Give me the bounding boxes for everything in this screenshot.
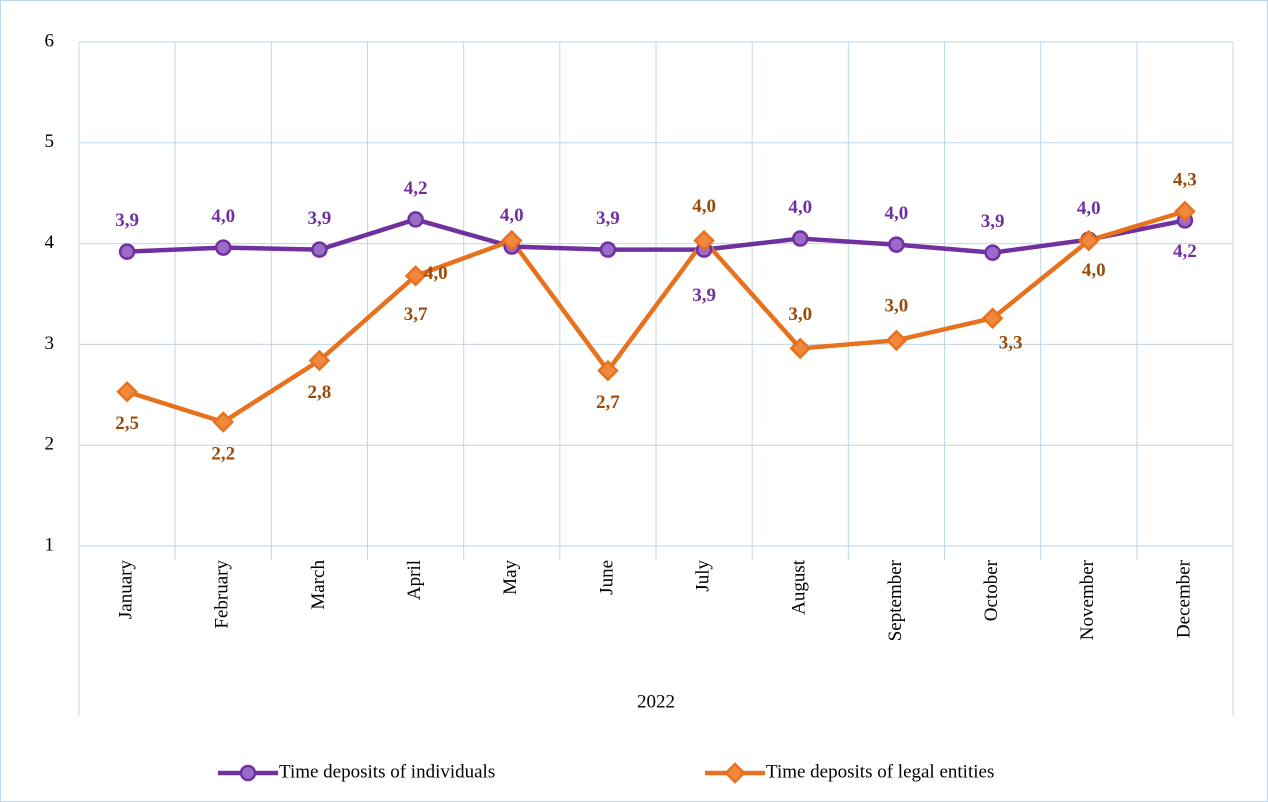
marker xyxy=(116,381,138,403)
legend-marker xyxy=(724,762,746,784)
marker xyxy=(407,211,424,228)
value-label: 4,0 xyxy=(1082,260,1106,281)
marker xyxy=(597,359,619,382)
x-tick-label: May xyxy=(500,560,521,595)
y-tick-label: 2 xyxy=(45,434,55,455)
value-label: 3,3 xyxy=(999,333,1023,354)
marker xyxy=(215,239,232,256)
legend-label: Time deposits of individuals xyxy=(279,761,495,782)
marker xyxy=(789,337,812,360)
x-tick-label: August xyxy=(789,559,810,615)
value-label: 3,9 xyxy=(596,208,620,229)
legend-marker xyxy=(239,764,257,782)
marker xyxy=(1174,200,1196,223)
value-label: 3,0 xyxy=(885,296,909,317)
x-tick-label: November xyxy=(1077,559,1098,640)
value-label: 4,2 xyxy=(1173,241,1197,262)
marker xyxy=(693,229,715,252)
x-group-label: 2022 xyxy=(637,691,675,712)
series-line xyxy=(126,217,1186,255)
y-tick-label: 1 xyxy=(45,534,55,555)
series-line xyxy=(126,209,1186,425)
marker xyxy=(404,265,427,287)
value-label: 4,0 xyxy=(1077,198,1101,219)
marker xyxy=(599,241,617,258)
x-tick-label: October xyxy=(981,559,1002,621)
value-label: 3,9 xyxy=(115,210,139,231)
x-tick-label: September xyxy=(885,559,906,641)
x-tick-label: June xyxy=(596,560,617,595)
marker xyxy=(981,307,1004,329)
y-tick-label: 4 xyxy=(45,232,55,253)
value-label: 4,0 xyxy=(424,263,448,284)
x-tick-label: February xyxy=(212,560,233,629)
y-tick-label: 5 xyxy=(45,131,55,152)
value-label: 2,7 xyxy=(596,392,620,413)
marker xyxy=(118,243,136,260)
value-label: 4,0 xyxy=(500,205,524,226)
value-label: 2,2 xyxy=(211,443,235,464)
y-tick-label: 3 xyxy=(45,333,55,354)
value-label: 3,7 xyxy=(404,304,428,325)
value-label: 2,5 xyxy=(115,413,139,434)
x-tick-label: March xyxy=(308,560,329,610)
value-label: 3,9 xyxy=(692,285,716,306)
marker xyxy=(885,329,908,352)
marker xyxy=(984,244,1001,261)
marker xyxy=(308,349,331,372)
marker xyxy=(792,230,809,247)
value-label: 2,8 xyxy=(308,382,332,403)
value-label: 4,0 xyxy=(788,197,812,218)
value-label: 4,2 xyxy=(404,178,428,199)
x-tick-label: January xyxy=(115,560,136,620)
marker xyxy=(1077,229,1100,252)
x-tick-label: December xyxy=(1173,559,1194,638)
marker xyxy=(212,411,235,433)
y-tick-label: 6 xyxy=(45,30,55,51)
value-label: 3,9 xyxy=(308,208,332,229)
value-label: 3,9 xyxy=(981,211,1005,232)
value-label: 4,3 xyxy=(1173,170,1197,191)
marker xyxy=(888,236,905,253)
x-tick-label: April xyxy=(404,560,425,600)
value-label: 4,0 xyxy=(885,203,909,224)
legend-label: Time deposits of legal entities xyxy=(766,761,994,782)
x-tick-label: July xyxy=(692,560,713,592)
value-label: 4,0 xyxy=(211,206,235,227)
marker xyxy=(500,229,523,252)
marker xyxy=(311,241,328,258)
value-label: 4,0 xyxy=(692,196,716,217)
value-label: 3,0 xyxy=(788,304,812,325)
